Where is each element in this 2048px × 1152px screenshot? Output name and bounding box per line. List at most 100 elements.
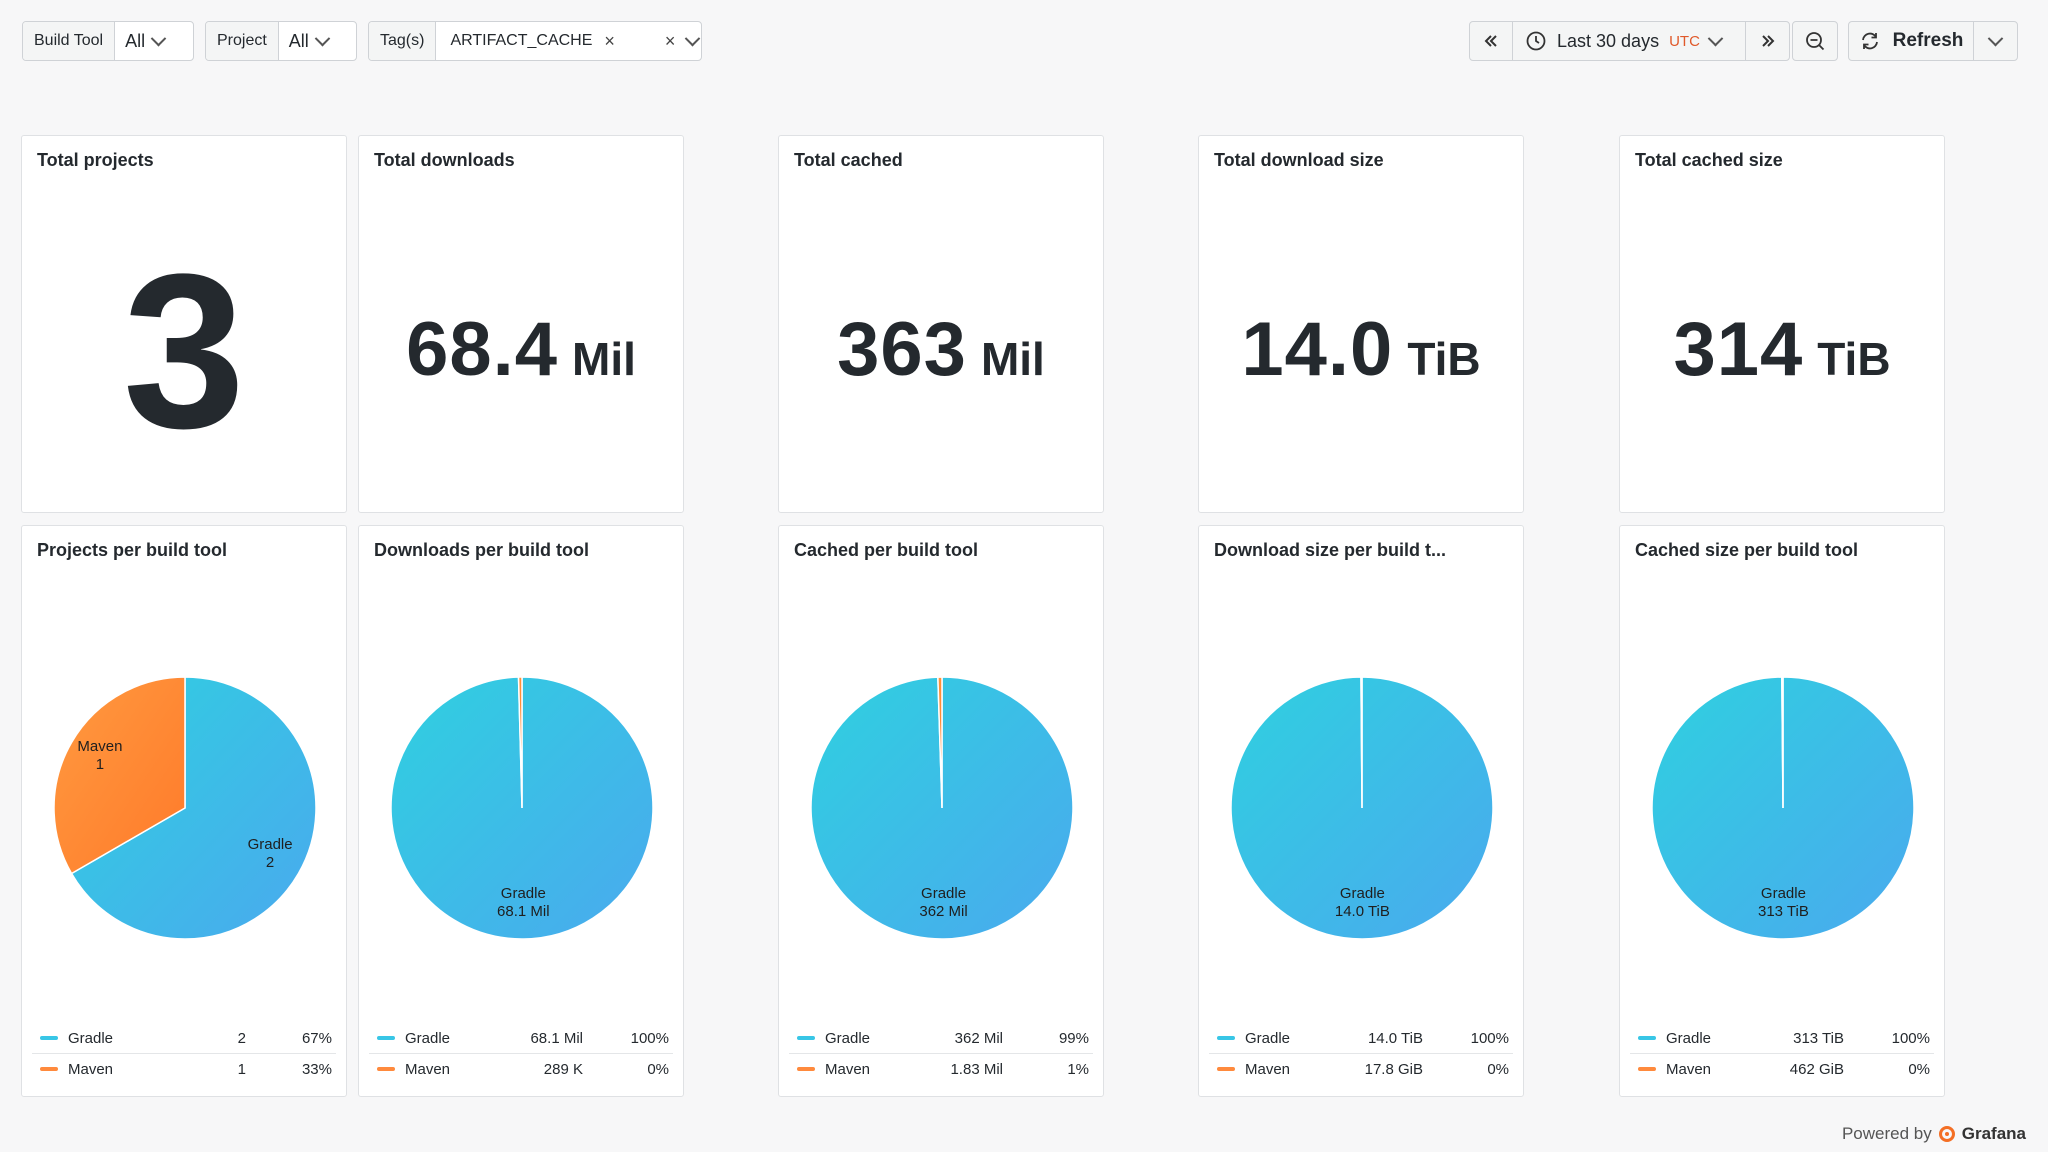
legend-table: Gradle 2 67% Maven 1 33% (32, 1023, 336, 1084)
refresh-label: Refresh (1892, 30, 1964, 51)
legend-name: Gradle (1666, 1029, 1712, 1047)
time-back-button[interactable] (1469, 21, 1513, 61)
legend-row-gradle[interactable]: Gradle 14.0 TiB 100% (1209, 1023, 1513, 1053)
legend-percent: 100% (1891, 1029, 1930, 1047)
tags-select[interactable]: ARTIFACT_CACHE × × (436, 22, 701, 60)
legend-percent: 100% (1470, 1029, 1509, 1047)
legend-table: Gradle 14.0 TiB 100% Maven 17.8 GiB 0% (1209, 1023, 1513, 1084)
pie-panel-download-size: Download size per build t... Gradle 14.0 … (1198, 525, 1524, 1097)
stat-panel-total-cached: Total cached 363 Mil (778, 135, 1104, 513)
legend-swatch (1217, 1036, 1235, 1040)
clock-icon (1526, 31, 1546, 51)
legend-percent: 67% (301, 1029, 332, 1047)
panel-title: Total cached size (1635, 150, 1783, 170)
pie-slice-maven[interactable] (1360, 676, 1363, 809)
legend-name: Gradle (825, 1029, 871, 1047)
time-range-picker[interactable]: Last 30 days UTC (1512, 21, 1746, 61)
legend-swatch (1638, 1036, 1656, 1040)
legend-name: Maven (1666, 1060, 1712, 1078)
pie-slice-maven[interactable] (1781, 676, 1784, 809)
refresh-icon (1861, 32, 1878, 50)
zoom-out-icon (1806, 32, 1825, 51)
chevron-down-icon (1707, 30, 1724, 46)
time-forward-button[interactable] (1745, 21, 1790, 61)
build-tool-select[interactable]: All (115, 22, 174, 60)
stat-value: 363 Mil (779, 306, 1103, 393)
panel-title: Downloads per build tool (374, 540, 589, 560)
legend-percent: 0% (647, 1060, 669, 1078)
panel-title: Projects per build tool (37, 540, 228, 560)
zoom-out-button[interactable] (1792, 21, 1838, 61)
pie-label-name: Gradle (248, 836, 293, 853)
double-chevron-right-icon (1761, 35, 1774, 47)
stat-unit: TiB (1817, 333, 1891, 385)
refresh-interval-button[interactable] (1973, 21, 2018, 61)
stat-value: 14.0 TiB (1199, 306, 1523, 393)
legend-percent: 0% (1487, 1060, 1509, 1078)
legend-row-gradle[interactable]: Gradle 362 Mil 99% (789, 1023, 1093, 1053)
legend-value: 313 TiB (1793, 1029, 1844, 1047)
pie-slice-gradle[interactable] (70, 676, 317, 940)
pie-panel-downloads: Downloads per build tool Gradle 68.1 Mil … (358, 525, 684, 1097)
legend-name: Maven (825, 1060, 871, 1078)
tags-filter: Tag(s) ARTIFACT_CACHE × × (368, 21, 702, 61)
legend-table: Gradle 362 Mil 99% Maven 1.83 Mil 1% (789, 1023, 1093, 1084)
chevron-down-icon (150, 30, 167, 46)
powered-by-text: Powered by (1841, 1124, 1932, 1143)
legend-row-maven[interactable]: Maven 1.83 Mil 1% (789, 1053, 1093, 1084)
legend-row-maven[interactable]: Maven 462 GiB 0% (1630, 1053, 1934, 1084)
legend-name: Maven (68, 1060, 114, 1078)
pie-label-value: 14.0 TiB (1335, 903, 1390, 920)
stat-number: 3 (122, 228, 246, 474)
pie-label-value: 362 Mil (919, 903, 967, 920)
build-tool-filter: Build Tool All (22, 21, 194, 61)
legend-swatch (40, 1067, 58, 1071)
legend-percent: 33% (301, 1060, 332, 1078)
legend-name: Gradle (68, 1029, 114, 1047)
pie-slice-maven[interactable] (517, 676, 523, 809)
grafana-brand[interactable]: Grafana (1961, 1124, 2026, 1143)
stat-value: 68.4 Mil (359, 306, 683, 393)
legend-row-gradle[interactable]: Gradle 313 TiB 100% (1630, 1023, 1934, 1053)
build-tool-value: All (125, 30, 146, 51)
legend-name: Maven (405, 1060, 451, 1078)
time-range-label: Last 30 days (1557, 30, 1660, 51)
legend-row-maven[interactable]: Maven 17.8 GiB 0% (1209, 1053, 1513, 1084)
clear-icon[interactable]: × (664, 31, 676, 51)
legend-value: 1 (237, 1060, 246, 1078)
panel-title: Cached per build tool (794, 540, 979, 560)
panel-title: Cached size per build tool (1635, 540, 1859, 560)
pie-label-name: Maven (77, 738, 122, 755)
panel-title: Total downloads (374, 150, 515, 170)
legend-swatch (1217, 1067, 1235, 1071)
pie-panel-cached-size: Cached size per build tool Gradle 313 TiB… (1619, 525, 1945, 1097)
chevron-down-icon (1987, 30, 2004, 46)
legend-row-gradle[interactable]: Gradle 2 67% (32, 1023, 336, 1053)
chevron-down-icon[interactable] (685, 30, 701, 46)
legend-row-gradle[interactable]: Gradle 68.1 Mil 100% (369, 1023, 673, 1053)
pie-slice-maven[interactable] (937, 676, 943, 809)
legend-value: 14.0 TiB (1367, 1029, 1423, 1047)
legend-row-maven[interactable]: Maven 289 K 0% (369, 1053, 673, 1084)
pie-label-value: 2 (266, 854, 274, 871)
panel-title: Download size per build t... (1214, 540, 1447, 560)
legend-swatch (1638, 1067, 1656, 1071)
pie-panel-cached: Cached per build tool Gradle 362 Mil Grad… (778, 525, 1104, 1097)
project-select[interactable]: All (279, 22, 338, 60)
legend-table: Gradle 313 TiB 100% Maven 462 GiB 0% (1630, 1023, 1934, 1084)
stat-value: 314 TiB (1620, 306, 1944, 393)
legend-row-maven[interactable]: Maven 1 33% (32, 1053, 336, 1084)
stat-unit: Mil (980, 333, 1045, 385)
build-tool-label: Build Tool (23, 22, 116, 60)
legend-value: 2 (237, 1029, 246, 1047)
pie-slice-maven[interactable] (53, 676, 186, 875)
stat-panel-total-download-size: Total download size 14.0 TiB (1198, 135, 1524, 513)
refresh-button[interactable]: Refresh (1848, 21, 1974, 61)
remove-tag-icon[interactable]: × (604, 31, 615, 51)
stat-panel-total-cached-size: Total cached size 314 TiB (1619, 135, 1945, 513)
pie-label-value: 1 (96, 756, 104, 773)
panel-title: Total download size (1214, 150, 1384, 170)
